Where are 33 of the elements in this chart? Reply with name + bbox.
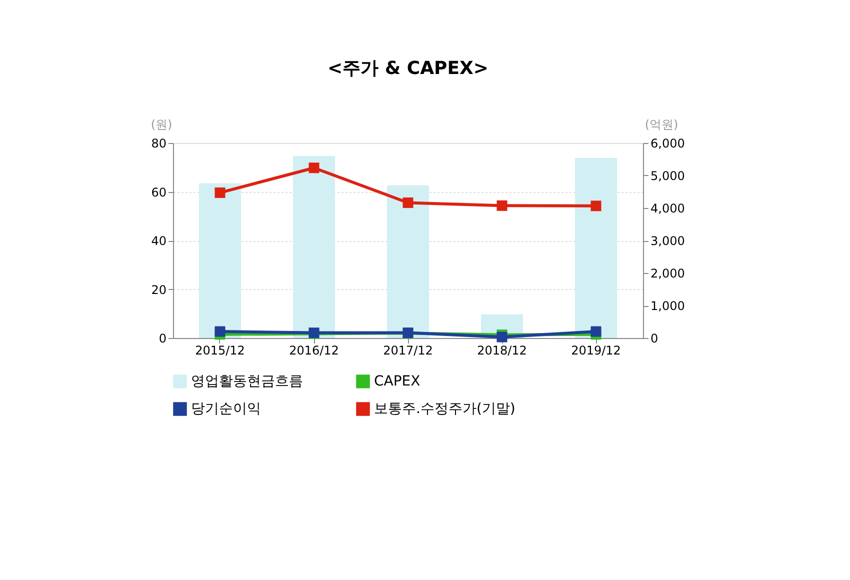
bar — [387, 185, 429, 338]
y-axis-title: (원) — [150, 118, 172, 132]
legend-label: CAPEX — [374, 373, 421, 390]
bar — [293, 156, 335, 338]
point — [496, 200, 508, 211]
y2-tick-label: 2,000 — [650, 266, 685, 280]
x-tick-label: 2015/12 — [195, 344, 245, 358]
x-tick-label: 2018/12 — [477, 344, 527, 358]
legend-label: 보통주.수정주가(기말) — [374, 401, 516, 417]
y-tick-label: 60 — [151, 185, 166, 200]
bar — [199, 183, 241, 338]
legend-label: 당기순이익 — [191, 401, 261, 417]
legend-label: 영업활동현금흐름 — [191, 373, 303, 390]
x-tick-label: 2017/12 — [383, 344, 433, 358]
x-tick-label: 2016/12 — [289, 344, 339, 358]
y-tick-label: 20 — [151, 282, 166, 297]
x-tick-label: 2019/12 — [571, 344, 621, 358]
point — [308, 162, 320, 174]
point — [590, 200, 602, 212]
y2-tick-label: 6,000 — [650, 136, 685, 150]
y2-tick-label: 0 — [650, 332, 658, 346]
y-tick-label: 40 — [151, 234, 166, 248]
y-tick-label: 80 — [151, 136, 166, 150]
bar — [575, 158, 617, 338]
point — [402, 197, 414, 208]
point — [214, 187, 226, 198]
chart-title: <주가 & CAPEX> — [328, 58, 488, 79]
y2-tick-label: 3,000 — [650, 234, 685, 248]
y2-axis-title: (억원) — [644, 118, 678, 132]
y2-tick-label: 5,000 — [650, 169, 685, 183]
y-tick-label: 0 — [158, 332, 166, 346]
y2-tick-label: 1,000 — [650, 299, 685, 313]
y2-tick-label: 4,000 — [650, 202, 685, 216]
